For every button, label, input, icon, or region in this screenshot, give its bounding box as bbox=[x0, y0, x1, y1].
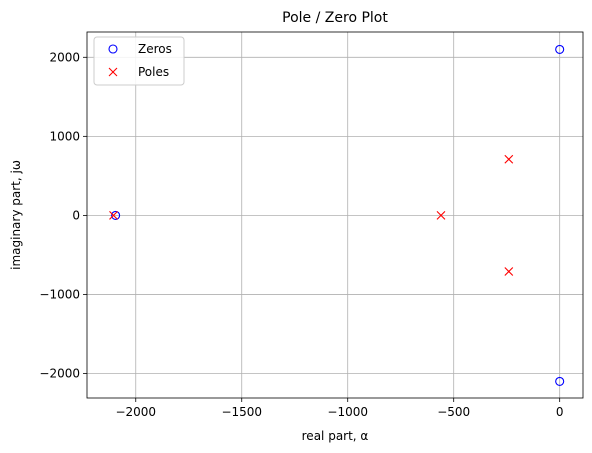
poles-marker bbox=[436, 211, 446, 220]
y-tick-label: −1000 bbox=[39, 287, 80, 301]
poles-marker bbox=[109, 211, 118, 220]
y-tick-label: −2000 bbox=[39, 366, 80, 380]
legend-zeros-label: Zeros bbox=[138, 42, 172, 56]
poles-marker bbox=[504, 154, 514, 164]
x-axis-label: real part, α bbox=[302, 429, 369, 443]
grid bbox=[87, 32, 583, 398]
zeros-marker bbox=[555, 44, 565, 54]
x-tick-label: 0 bbox=[556, 405, 564, 419]
x-tick-label: −1000 bbox=[327, 405, 368, 419]
legend-zeros-marker-icon bbox=[108, 44, 118, 54]
axis-ticks: −2000 −1500 −1000 −500 0 −2000 −1000 0 1000 2000 bbox=[39, 50, 563, 419]
x-tick-label: −2000 bbox=[115, 405, 156, 419]
legend: Zeros Poles bbox=[93, 36, 185, 86]
y-axis-label: imaginary part, jω bbox=[9, 160, 23, 270]
zeros-marker bbox=[111, 210, 121, 220]
chart-title: Pole / Zero Plot bbox=[282, 10, 388, 26]
legend-poles-marker-icon bbox=[108, 67, 118, 77]
y-tick-label: 2000 bbox=[49, 50, 80, 64]
x-tick-label: −1500 bbox=[221, 405, 262, 419]
y-tick-label: 0 bbox=[72, 208, 80, 222]
poles-marker bbox=[504, 267, 514, 276]
zeros-marker bbox=[555, 376, 565, 386]
plot-markers bbox=[109, 44, 565, 386]
y-tick-label: 1000 bbox=[49, 129, 80, 143]
legend-poles-label: Poles bbox=[138, 65, 169, 79]
x-tick-label: −500 bbox=[437, 405, 470, 419]
